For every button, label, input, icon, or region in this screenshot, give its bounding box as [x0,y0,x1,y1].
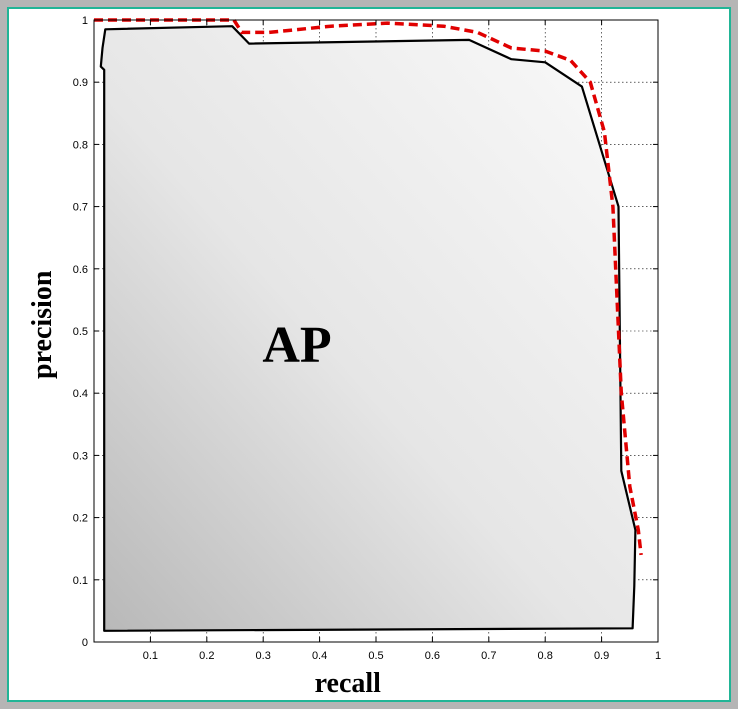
x-tick-label: 0.2 [199,650,214,662]
x-tick-label: 0.8 [538,650,553,662]
y-tick-label: 0 [82,637,88,649]
y-tick-label: 0.9 [73,77,88,89]
x-tick-label: 0.9 [594,650,609,662]
y-tick-label: 0.3 [73,450,88,462]
y-tick-label: 0.5 [73,326,88,338]
x-tick-label: 0.5 [368,650,383,662]
interpolated-precision-series [94,18,643,556]
y-axis-title: precision [27,270,58,379]
y-tick-label: 0.2 [73,513,88,525]
precision-recall-chart: 0.1 0.2 0.3 0.4 0.5 0.6 0.7 0.8 0.9 1 0 0.1 0.2 0.3 0.… [27,15,661,699]
y-tick-label: 1 [82,15,88,27]
y-tick-label: 0.6 [73,264,88,276]
tick-labels: 0.1 0.2 0.3 0.4 0.5 0.6 0.7 0.8 0.9 1 0 0.1 0.2 0.3 0.… [73,15,661,662]
x-tick-label: 0.4 [312,650,327,662]
x-tick-label: 0.7 [481,650,496,662]
series-layer [94,18,643,632]
ap-area-series [99,25,637,632]
figure-panel: 0.1 0.2 0.3 0.4 0.5 0.6 0.7 0.8 0.9 1 0 0.1 0.2 0.3 0.… [7,7,731,702]
y-tick-label: 0.7 [73,202,88,214]
x-tick-label: 1 [655,650,661,662]
y-tick-label: 0.1 [73,575,88,587]
x-tick-label: 0.1 [143,650,158,662]
y-tick-label: 0.4 [73,388,88,400]
x-tick-label: 0.3 [256,650,271,662]
area-label: AP [262,317,331,374]
x-axis-title: recall [315,668,382,699]
y-tick-label: 0.8 [73,139,88,151]
x-tick-label: 0.6 [425,650,440,662]
